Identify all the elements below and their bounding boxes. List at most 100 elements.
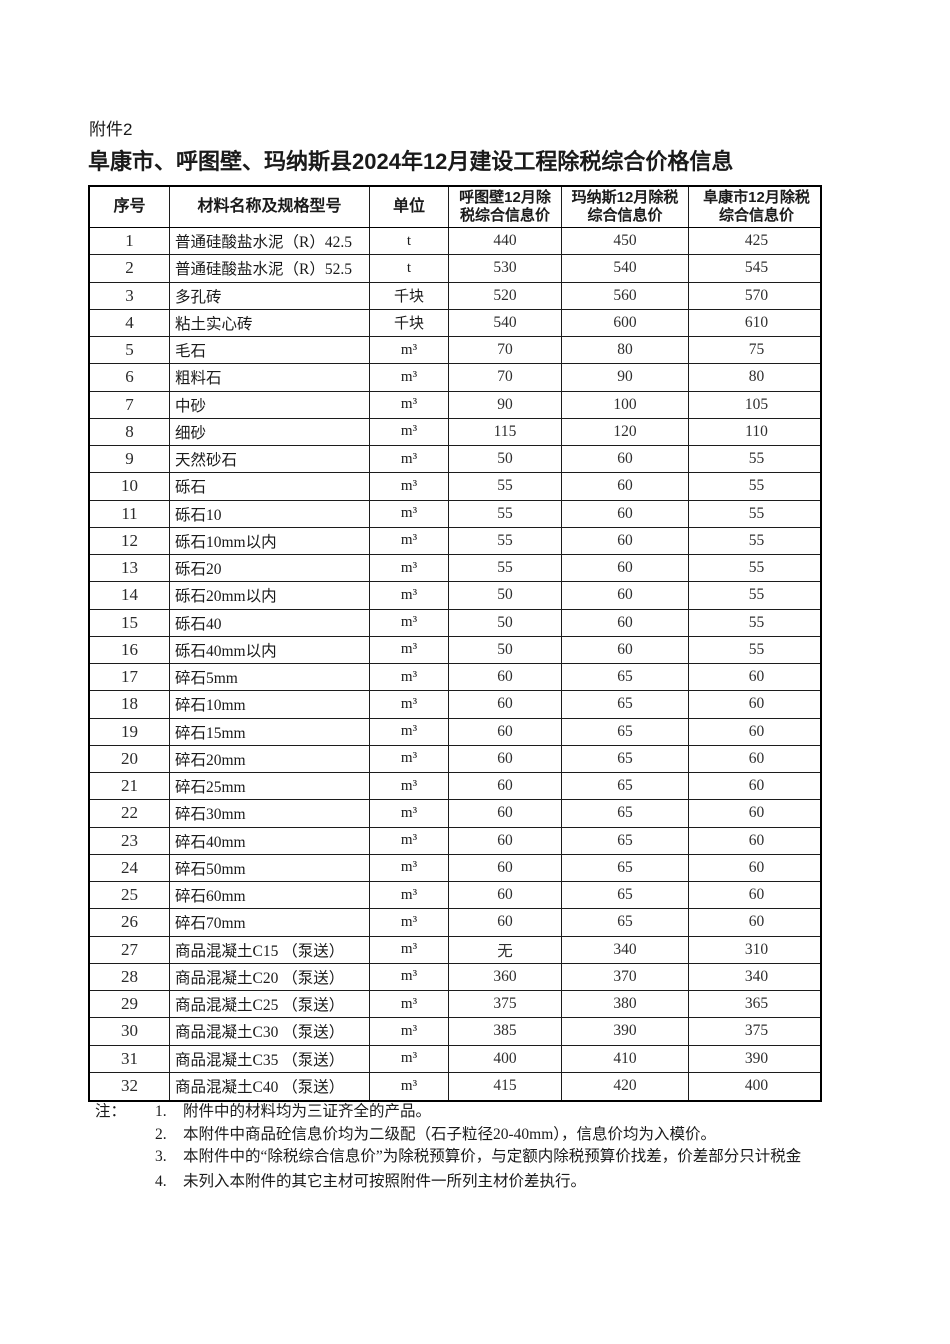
cell-manasi-price: 100 <box>562 391 689 418</box>
cell-manasi-price: 560 <box>562 282 689 309</box>
cell-seq: 2 <box>90 255 170 282</box>
cell-hutubi-price: 60 <box>449 800 562 827</box>
table-row: 21 碎石25mm m³ 60 65 60 <box>90 773 820 801</box>
cell-unit: t <box>370 255 449 282</box>
cell-material-name: 多孔砖 <box>170 282 370 309</box>
cell-manasi-price: 390 <box>562 1018 689 1045</box>
table-row: 30 商品混凝土C30 （泵送） m³ 385 390 375 <box>90 1018 820 1046</box>
table-row: 28 商品混凝土C20 （泵送） m³ 360 370 340 <box>90 963 820 991</box>
cell-fukang-price: 60 <box>748 831 765 849</box>
cell-material-name: 粘土实心砖 <box>170 309 370 336</box>
cell-material-name: 碎石70mm <box>170 909 370 936</box>
cell-unit: m³ <box>370 827 449 854</box>
cell-fukang-price: 390 <box>744 1049 769 1067</box>
cell-manasi-price: 380 <box>562 991 689 1018</box>
cell-manasi-price: 65 <box>562 664 689 691</box>
cell-seq: 30 <box>90 1018 170 1045</box>
cell-manasi-price: 120 <box>562 418 689 445</box>
cell-seq: 18 <box>90 691 170 718</box>
cell-fukang-price: 55 <box>748 586 765 604</box>
cell-material-name: 碎石10mm <box>170 691 370 718</box>
cell-hutubi-price: 无 <box>449 936 562 963</box>
cell-unit: m³ <box>370 936 449 963</box>
cell-hutubi-price: 360 <box>449 963 562 990</box>
cell-fukang-price: 55 <box>748 531 765 549</box>
note-item: 4. 未列入本附件的其它主材可按照附件一所列主材价差执行。 <box>88 1171 950 1194</box>
cell-hutubi-price: 55 <box>449 555 562 582</box>
table-row: 9 天然砂石 m³ 50 60 55 <box>90 446 820 474</box>
table-row: 11 砾石10 m³ 55 60 55 <box>90 500 820 528</box>
table-row: 20 碎石20mm m³ 60 65 60 <box>90 745 820 773</box>
cell-material-name: 商品混凝土C40 （泵送） <box>170 1072 370 1100</box>
cell-material-name: 商品混凝土C25 （泵送） <box>170 991 370 1018</box>
cell-unit: m³ <box>370 364 449 391</box>
cell-material-name: 砾石20mm以内 <box>170 582 370 609</box>
cell-material-name: 砾石10mm以内 <box>170 527 370 554</box>
cell-seq: 29 <box>90 991 170 1018</box>
cell-seq: 26 <box>90 909 170 936</box>
cell-fukang-price: 365 <box>744 995 769 1013</box>
cell-fukang-price: 75 <box>748 341 765 359</box>
cell-seq: 21 <box>90 773 170 800</box>
note-text: 本附件中的“除税综合信息价”为除税预算价，与定额内除税预算价找差，价差部分只计税… <box>183 1148 802 1165</box>
cell-hutubi-price: 400 <box>449 1045 562 1072</box>
cell-fukang-price: 55 <box>748 504 765 522</box>
table-row: 5 毛石 m³ 70 80 75 <box>90 337 820 365</box>
cell-hutubi-price: 60 <box>449 909 562 936</box>
cell-unit: 千块 <box>370 282 449 309</box>
cell-fukang-price: 610 <box>744 313 769 331</box>
cell-seq: 22 <box>90 800 170 827</box>
table-row: 23 碎石40mm m³ 60 65 60 <box>90 827 820 855</box>
table-row: 3 多孔砖 千块 520 560 570 <box>90 282 820 310</box>
cell-hutubi-price: 90 <box>449 391 562 418</box>
cell-seq: 20 <box>90 745 170 772</box>
cell-seq: 27 <box>90 936 170 963</box>
cell-unit: m³ <box>370 418 449 445</box>
header-unit: 单位 <box>370 187 449 227</box>
table-row: 12 砾石10mm以内 m³ 55 60 55 <box>90 527 820 555</box>
note-number: 2. <box>155 1125 167 1143</box>
table-row: 13 砾石20 m³ 55 60 55 <box>90 555 820 583</box>
table-row: 25 碎石60mm m³ 60 65 60 <box>90 882 820 910</box>
cell-hutubi-price: 60 <box>449 745 562 772</box>
cell-fukang-price: 110 <box>745 422 768 440</box>
cell-unit: m³ <box>370 636 449 663</box>
cell-manasi-price: 60 <box>562 473 689 500</box>
table-row: 10 砾石 m³ 55 60 55 <box>90 473 820 501</box>
cell-unit: m³ <box>370 963 449 990</box>
table-row: 15 砾石40 m³ 50 60 55 <box>90 609 820 637</box>
cell-seq: 13 <box>90 555 170 582</box>
cell-seq: 9 <box>90 446 170 473</box>
cell-seq: 4 <box>90 309 170 336</box>
table-row: 18 碎石10mm m³ 60 65 60 <box>90 691 820 719</box>
cell-hutubi-price: 50 <box>449 446 562 473</box>
cell-material-name: 砾石20 <box>170 555 370 582</box>
cell-material-name: 商品混凝土C20 （泵送） <box>170 963 370 990</box>
cell-seq: 5 <box>90 337 170 364</box>
cell-fukang-price: 570 <box>744 286 769 304</box>
cell-unit: m³ <box>370 991 449 1018</box>
table-row: 1 普通硅酸盐水泥（R）42.5 t 440 450 425 <box>90 228 820 256</box>
cell-seq: 12 <box>90 527 170 554</box>
cell-manasi-price: 90 <box>562 364 689 391</box>
cell-material-name: 碎石25mm <box>170 773 370 800</box>
cell-fukang-price: 60 <box>748 804 765 822</box>
cell-manasi-price: 60 <box>562 527 689 554</box>
cell-hutubi-price: 50 <box>449 636 562 663</box>
cell-unit: m³ <box>370 1045 449 1072</box>
header-seq: 序号 <box>90 187 170 227</box>
cell-hutubi-price: 440 <box>449 228 562 255</box>
cell-hutubi-price: 115 <box>449 418 562 445</box>
cell-manasi-price: 450 <box>562 228 689 255</box>
cell-hutubi-price: 60 <box>449 827 562 854</box>
cell-fukang-price: 60 <box>748 749 765 767</box>
cell-unit: m³ <box>370 691 449 718</box>
cell-hutubi-price: 415 <box>449 1072 562 1100</box>
cell-material-name: 碎石40mm <box>170 827 370 854</box>
cell-hutubi-price: 60 <box>449 773 562 800</box>
cell-fukang-price: 55 <box>748 477 765 495</box>
cell-unit: m³ <box>370 745 449 772</box>
cell-unit: 千块 <box>370 309 449 336</box>
cell-material-name: 商品混凝土C35 （泵送） <box>170 1045 370 1072</box>
cell-seq: 3 <box>90 282 170 309</box>
